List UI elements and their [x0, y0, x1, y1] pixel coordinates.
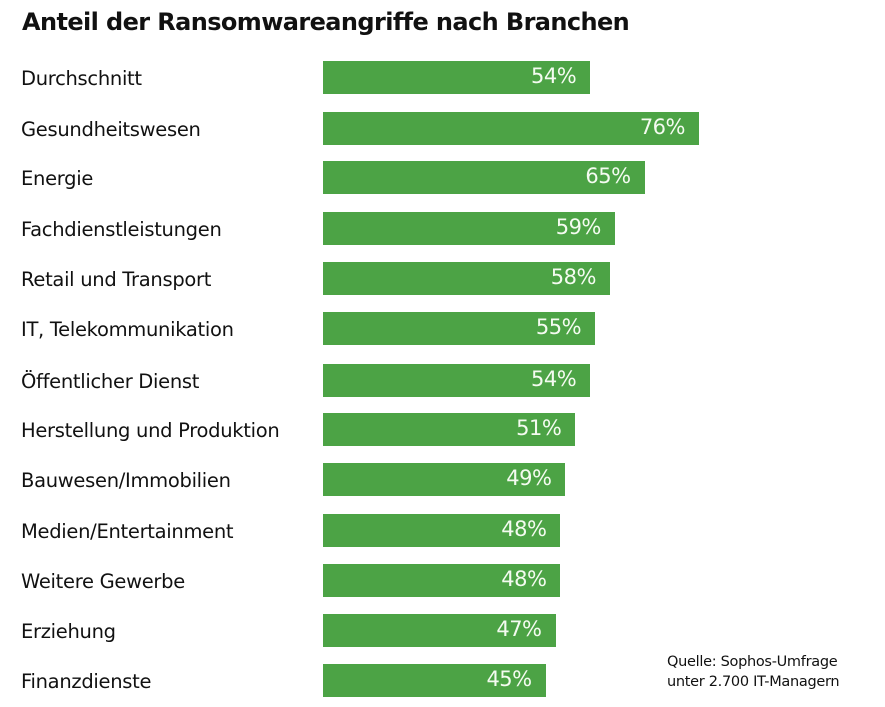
data-label: 48%	[501, 567, 547, 591]
bar	[323, 614, 556, 647]
data-label: 47%	[496, 617, 542, 641]
bar	[323, 564, 561, 597]
category-label: Energie	[21, 167, 94, 190]
bar	[323, 463, 566, 496]
bar	[323, 61, 591, 94]
chart-title: Anteil der Ransomwareangriffe nach Branc…	[22, 8, 630, 36]
data-label: 59%	[555, 215, 602, 239]
source-line-1: Quelle: Sophos-Umfrage	[667, 654, 838, 670]
bar	[323, 112, 699, 145]
bar	[323, 664, 546, 697]
bar	[323, 312, 596, 345]
category-label: Fachdienstleistungen	[21, 218, 222, 241]
data-label: 58%	[550, 265, 597, 289]
source-note: Quelle: Sophos-Umfrage unter 2.700 IT-Ma…	[667, 652, 840, 692]
data-label: 45%	[486, 667, 532, 691]
category-label: Durchschnitt	[21, 67, 142, 90]
bar	[323, 514, 561, 547]
data-label: 54%	[530, 367, 577, 391]
category-label: Erziehung	[21, 620, 116, 643]
category-label: IT, Telekommunikation	[21, 318, 234, 341]
data-label: 54%	[530, 64, 577, 88]
category-label: Herstellung und Produktion	[21, 419, 280, 442]
data-label: 76%	[639, 115, 686, 139]
category-label: Finanzdienste	[21, 670, 152, 693]
data-label: 55%	[535, 315, 582, 339]
category-label: Retail und Transport	[21, 268, 212, 291]
category-label: Bauwesen/Immobilien	[21, 469, 231, 492]
bar	[323, 212, 615, 245]
data-label: 65%	[585, 164, 631, 188]
source-line-2: unter 2.700 IT-Managern	[667, 674, 840, 690]
category-label: Gesundheitswesen	[21, 118, 201, 141]
category-label: Öffentlicher Dienst	[21, 370, 200, 393]
bar	[323, 364, 591, 397]
data-label: 49%	[506, 466, 552, 490]
bar	[323, 413, 576, 446]
bar	[323, 161, 645, 194]
category-label: Medien/Entertainment	[21, 520, 234, 543]
category-label: Weitere Gewerbe	[21, 570, 185, 593]
data-label: 48%	[501, 517, 547, 541]
bar	[323, 262, 610, 295]
data-label: 51%	[516, 416, 562, 440]
